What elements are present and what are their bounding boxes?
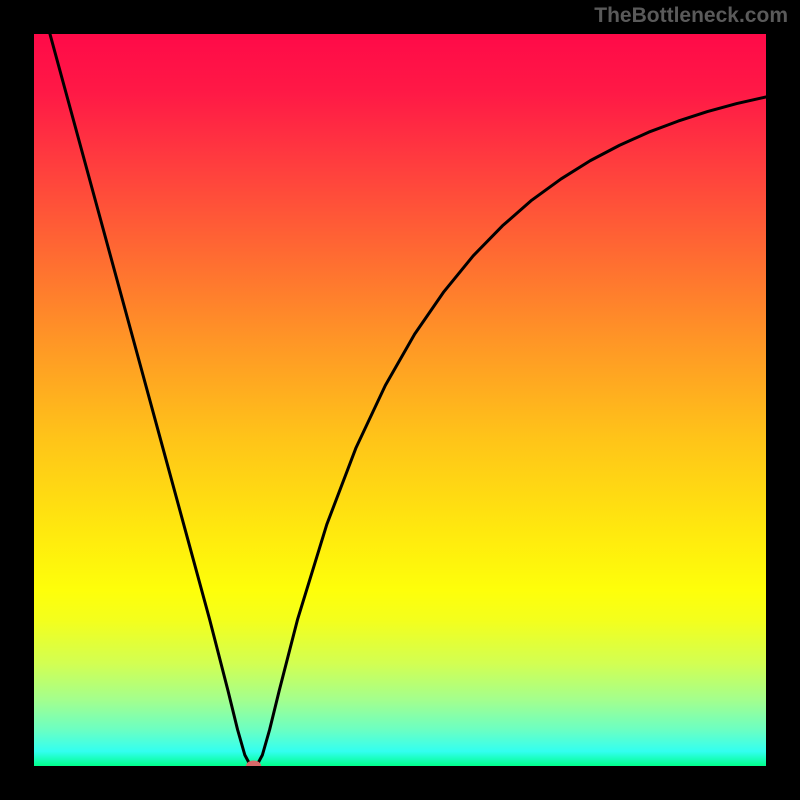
watermark-text: TheBottleneck.com	[594, 4, 788, 28]
bottleneck-curve	[34, 34, 766, 766]
plot-area	[34, 34, 766, 766]
